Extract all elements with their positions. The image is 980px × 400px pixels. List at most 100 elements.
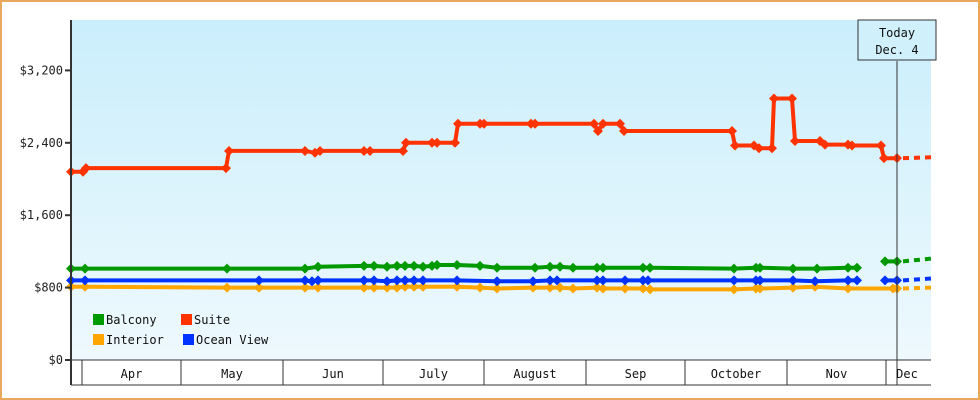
data-point-marker[interactable] [645,262,655,273]
data-point-marker[interactable] [432,137,442,148]
data-point-marker[interactable] [638,283,648,294]
data-point-marker[interactable] [479,118,489,129]
data-point-marker[interactable] [790,135,800,146]
data-point-marker[interactable] [409,260,419,271]
data-point-marker[interactable] [452,275,462,286]
data-point-marker[interactable] [843,262,853,273]
data-point-marker[interactable] [401,137,411,148]
data-point-marker[interactable] [315,145,325,156]
data-point-marker[interactable] [382,261,392,272]
data-point-marker[interactable] [620,275,630,286]
data-point-marker[interactable] [432,259,442,270]
data-point-marker[interactable] [392,260,402,271]
data-point-marker[interactable] [452,281,462,292]
data-point-marker[interactable] [450,137,460,148]
data-point-marker[interactable] [619,126,629,137]
legend-item-ocean-view[interactable]: Ocean View [183,333,269,347]
data-point-marker[interactable] [729,263,739,274]
data-point-marker[interactable] [787,93,797,104]
data-point-marker[interactable] [843,283,853,294]
data-point-marker[interactable] [847,140,857,151]
data-point-marker[interactable] [788,275,798,286]
data-point-marker[interactable] [369,260,379,271]
data-point-marker[interactable] [645,284,655,295]
data-point-marker[interactable] [313,261,323,272]
data-point-marker[interactable] [880,256,890,267]
data-point-marker[interactable] [382,276,392,287]
data-point-marker[interactable] [300,275,310,286]
data-point-marker[interactable] [300,282,310,293]
data-point-marker[interactable] [545,282,555,293]
data-point-marker[interactable] [300,263,310,274]
legend-item-interior[interactable]: Interior [93,333,164,347]
data-point-marker[interactable] [80,263,90,274]
data-point-marker[interactable] [755,275,765,286]
data-point-marker[interactable] [400,275,410,286]
data-point-marker[interactable] [598,283,608,294]
legend-item-suite[interactable]: Suite [181,313,230,327]
data-point-marker[interactable] [398,145,408,156]
data-point-marker[interactable] [812,263,822,274]
data-point-marker[interactable] [555,261,565,272]
data-point-marker[interactable] [754,143,764,154]
data-point-marker[interactable] [221,163,231,174]
data-point-marker[interactable] [224,145,234,156]
data-point-marker[interactable] [369,275,379,286]
data-point-marker[interactable] [80,275,90,286]
data-point-marker[interactable] [568,262,578,273]
data-point-marker[interactable] [300,145,310,156]
data-point-marker[interactable] [852,275,862,286]
data-point-marker[interactable] [598,118,608,129]
data-point-marker[interactable] [453,118,463,129]
data-point-marker[interactable] [592,262,602,273]
data-point-marker[interactable] [788,282,798,293]
data-point-marker[interactable] [592,275,602,286]
data-point-marker[interactable] [80,281,90,292]
data-point-marker[interactable] [643,275,653,286]
data-point-marker[interactable] [727,126,737,137]
data-point-marker[interactable] [418,275,428,286]
data-point-marker[interactable] [552,275,562,286]
data-point-marker[interactable] [222,263,232,274]
data-point-marker[interactable] [400,281,410,292]
data-point-marker[interactable] [492,283,502,294]
data-point-marker[interactable] [769,93,779,104]
data-point-marker[interactable] [528,276,538,287]
data-point-marker[interactable] [313,282,323,293]
data-point-marker[interactable] [409,281,419,292]
data-point-marker[interactable] [880,275,890,286]
data-point-marker[interactable] [409,275,419,286]
data-point-marker[interactable] [307,276,317,287]
data-point-marker[interactable] [475,282,485,293]
data-point-marker[interactable] [568,283,578,294]
data-point-marker[interactable] [598,262,608,273]
data-point-marker[interactable] [820,139,830,150]
data-point-marker[interactable] [852,262,862,273]
legend-item-balcony[interactable]: Balcony [93,313,157,327]
data-point-marker[interactable] [615,118,625,129]
data-point-marker[interactable] [788,263,798,274]
data-point-marker[interactable] [254,275,264,286]
data-point-marker[interactable] [730,140,740,151]
data-point-marker[interactable] [392,282,402,293]
data-point-marker[interactable] [755,262,765,273]
data-point-marker[interactable] [598,275,608,286]
data-point-marker[interactable] [365,145,375,156]
data-point-marker[interactable] [843,275,853,286]
data-point-marker[interactable] [81,163,91,174]
data-point-marker[interactable] [475,260,485,271]
data-point-marker[interactable] [545,261,555,272]
data-point-marker[interactable] [382,282,392,293]
data-point-marker[interactable] [369,282,379,293]
data-point-marker[interactable] [810,276,820,287]
data-point-marker[interactable] [492,262,502,273]
data-point-marker[interactable] [418,261,428,272]
data-point-marker[interactable] [755,283,765,294]
data-point-marker[interactable] [876,140,886,151]
data-point-marker[interactable] [254,282,264,293]
data-point-marker[interactable] [620,283,630,294]
data-point-marker[interactable] [767,143,777,154]
data-point-marker[interactable] [589,118,599,129]
data-point-marker[interactable] [528,282,538,293]
data-point-marker[interactable] [313,275,323,286]
